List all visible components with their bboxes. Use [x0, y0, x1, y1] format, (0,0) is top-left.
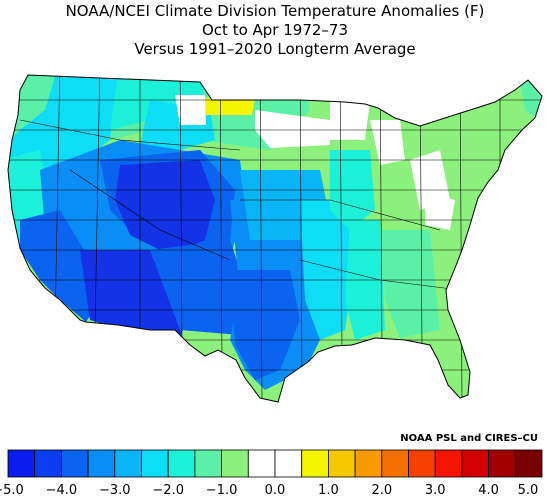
legend-label-7: 2.0	[371, 483, 392, 497]
legend-box-4	[114, 449, 142, 478]
legend-box-14	[381, 449, 409, 478]
legend-box-2	[61, 449, 89, 478]
legend-box-1	[34, 449, 62, 478]
legend-box-3	[87, 449, 116, 478]
region-southern-california	[20, 210, 100, 322]
credit-label: NOAA PSL and CIRES–CU	[400, 433, 538, 444]
title-line-3: Versus 1991–2020 Longterm Average	[134, 40, 416, 58]
legend-label-9: 4.0	[478, 483, 499, 497]
legend-label-2: −3.0	[99, 483, 131, 497]
legend-label-1: −4.0	[46, 483, 78, 497]
legend-label-3: −2.0	[152, 483, 184, 497]
region-maine	[520, 80, 542, 130]
legend-box-5	[141, 449, 169, 478]
legend-box-16	[434, 449, 463, 478]
region-texas	[230, 270, 300, 380]
title-line-1: NOAA/NCEI Climate Division Temperature A…	[65, 2, 485, 20]
legend-tick-labels: −5.0 −4.0 −3.0 −2.0 −1.0 0.0 1.0 2.0 3.0 4.0 5.0	[0, 483, 538, 497]
legend-box-12	[327, 449, 356, 478]
legend-box-10	[274, 449, 303, 478]
legend-box-19	[514, 449, 543, 478]
division-boundaries	[8, 75, 542, 401]
legend-box-0	[7, 449, 36, 478]
legend-box-11	[301, 449, 329, 478]
region-neutral-west	[175, 95, 206, 125]
map-title: NOAA/NCEI Climate Division Temperature A…	[0, 2, 550, 59]
legend-box-15	[408, 449, 436, 478]
temperature-anomaly-regions	[8, 75, 542, 402]
region-new-mexico	[150, 240, 250, 335]
legend-label-10: 5.0	[518, 483, 539, 497]
color-legend: −5.0 −4.0 −3.0 −2.0 −1.0 0.0 1.0 2.0 3.0 4.0 5.0	[0, 449, 543, 497]
legend-box-7	[194, 449, 222, 478]
legend-box-13	[354, 449, 383, 478]
legend-color-boxes	[7, 449, 543, 478]
legend-label-5: 0.0	[265, 483, 286, 497]
region-neutral-wisconsin	[370, 120, 405, 165]
legend-box-9	[247, 449, 276, 478]
legend-label-8: 3.0	[425, 483, 446, 497]
region-neutral-minnesota	[330, 100, 370, 140]
legend-box-8	[221, 449, 249, 478]
legend-label-0: −5.0	[0, 483, 24, 497]
title-line-2: Oct to Apr 1972–73	[201, 21, 348, 39]
us-climate-division-map	[7, 74, 543, 403]
legend-box-6	[167, 449, 196, 478]
legend-box-18	[488, 449, 516, 478]
legend-box-17	[461, 449, 489, 478]
region-north-dakota-yellow	[205, 98, 255, 115]
us-outline	[7, 74, 543, 403]
region-neutral-north-central	[255, 110, 330, 148]
legend-label-4: −1.0	[206, 483, 238, 497]
legend-label-6: 1.0	[318, 483, 339, 497]
